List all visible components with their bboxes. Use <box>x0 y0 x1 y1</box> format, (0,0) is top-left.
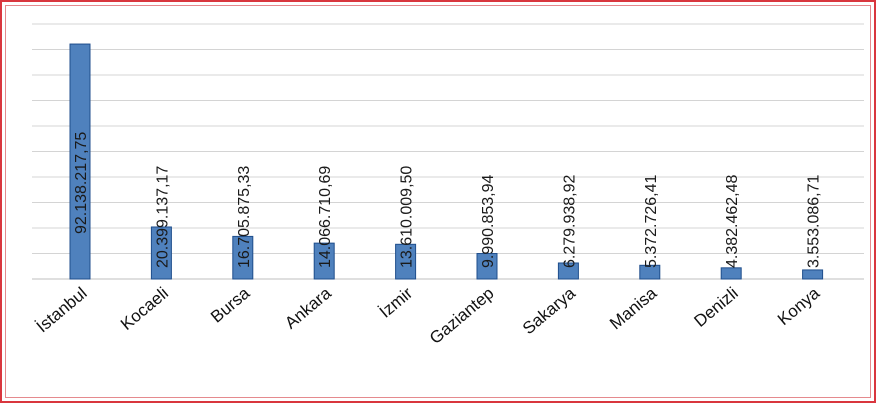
x-tick-label-6: Sakarya <box>519 283 579 338</box>
x-tick-label-1: Kocaeli <box>117 284 172 334</box>
x-tick-label-0: İstanbul <box>33 284 91 337</box>
x-tick-label-2: Bursa <box>207 283 254 326</box>
x-tick-label-9: Konya <box>774 283 824 329</box>
data-label-3: 14.066.710,69 <box>317 166 334 268</box>
bar-9 <box>802 269 824 280</box>
data-label-4: 13.610.009,50 <box>399 166 416 268</box>
data-labels: 92.138.217,75 20.399.137,17 16.705.875,33 1… <box>73 132 823 268</box>
x-tick-label-8: Denizli <box>690 284 741 331</box>
data-label-8: 4.382.462,48 <box>724 174 741 268</box>
bar-4 <box>395 243 417 280</box>
data-label-5: 9.990.853,94 <box>480 174 497 268</box>
data-label-7: 5.372.726,41 <box>643 174 660 268</box>
x-tick-label-4: İzmir <box>376 283 417 321</box>
bar-0 <box>69 43 91 280</box>
x-tick-label-3: Ankara <box>281 283 335 333</box>
bar-3 <box>313 242 335 280</box>
bar-2 <box>232 235 254 280</box>
x-tick-label-7: Manisa <box>606 283 661 333</box>
bar-8 <box>720 267 742 280</box>
bar-6 <box>557 262 579 280</box>
bar-series <box>69 43 824 280</box>
data-label-0: 92.138.217,75 <box>73 132 90 234</box>
data-label-2: 16.705.875,33 <box>236 166 253 268</box>
x-axis-tick-labels: İstanbul Kocaeli Bursa Ankara İzmir Gaziantep… <box>33 283 824 348</box>
bar-5 <box>476 253 498 280</box>
bar-7 <box>639 264 661 280</box>
chart-frame-inner <box>5 5 871 398</box>
data-label-1: 20.399.137,17 <box>154 166 171 268</box>
bar-1 <box>150 226 172 280</box>
data-label-9: 3.553.086,71 <box>806 174 823 268</box>
x-tick-label-5: Gaziantep <box>426 284 498 348</box>
data-label-6: 6.279.938,92 <box>561 174 578 268</box>
